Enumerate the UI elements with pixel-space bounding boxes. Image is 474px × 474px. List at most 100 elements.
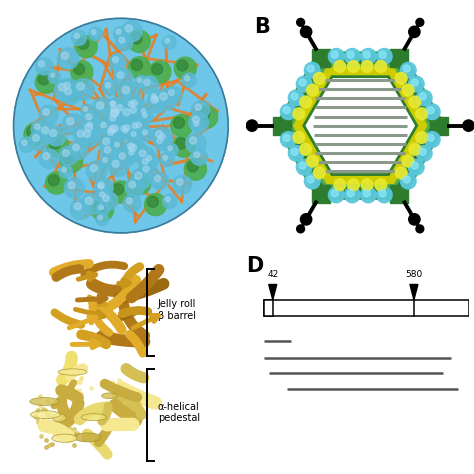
Circle shape	[38, 123, 58, 143]
Circle shape	[112, 183, 124, 195]
Text: D: D	[246, 255, 264, 275]
Circle shape	[192, 100, 210, 118]
Circle shape	[395, 73, 407, 84]
Circle shape	[155, 89, 177, 110]
Circle shape	[128, 57, 151, 79]
Text: α-helical
pedestal: α-helical pedestal	[158, 402, 200, 423]
Circle shape	[63, 150, 69, 156]
Circle shape	[199, 109, 210, 120]
Text: 42: 42	[267, 270, 278, 279]
Circle shape	[64, 88, 72, 95]
Circle shape	[142, 158, 148, 164]
Circle shape	[131, 175, 142, 186]
Circle shape	[417, 146, 432, 161]
Circle shape	[347, 190, 354, 197]
Circle shape	[347, 179, 359, 191]
Circle shape	[59, 146, 78, 165]
Circle shape	[196, 106, 218, 128]
Circle shape	[159, 134, 165, 139]
Circle shape	[131, 100, 137, 106]
Circle shape	[176, 138, 187, 149]
Circle shape	[149, 61, 171, 83]
Circle shape	[401, 173, 416, 189]
Circle shape	[131, 132, 136, 137]
Circle shape	[297, 225, 304, 233]
Circle shape	[73, 79, 94, 100]
Circle shape	[73, 127, 93, 146]
Circle shape	[427, 134, 434, 141]
Circle shape	[100, 191, 118, 210]
Circle shape	[401, 62, 416, 78]
Circle shape	[144, 153, 158, 168]
Circle shape	[424, 132, 440, 147]
Circle shape	[291, 148, 298, 155]
Circle shape	[83, 107, 88, 111]
Circle shape	[107, 99, 122, 113]
Circle shape	[38, 74, 49, 85]
Text: Jelly roll
β barrel: Jelly roll β barrel	[158, 299, 196, 321]
Circle shape	[313, 167, 325, 179]
Circle shape	[184, 158, 207, 180]
Circle shape	[85, 124, 92, 131]
Circle shape	[403, 65, 410, 72]
Circle shape	[107, 105, 129, 127]
Bar	[312, 49, 330, 67]
Ellipse shape	[30, 411, 60, 419]
Circle shape	[114, 68, 133, 88]
Circle shape	[103, 195, 109, 201]
Circle shape	[110, 101, 115, 106]
Circle shape	[63, 114, 84, 135]
Circle shape	[300, 143, 311, 155]
Circle shape	[128, 143, 134, 149]
Circle shape	[103, 138, 109, 145]
Circle shape	[112, 119, 124, 131]
Circle shape	[427, 107, 434, 114]
Circle shape	[125, 178, 145, 197]
Circle shape	[73, 64, 85, 75]
Circle shape	[112, 107, 125, 120]
Circle shape	[174, 57, 196, 79]
Circle shape	[304, 173, 320, 189]
Circle shape	[128, 30, 150, 52]
Circle shape	[168, 146, 172, 150]
Circle shape	[155, 175, 161, 182]
Circle shape	[165, 197, 170, 202]
Circle shape	[39, 105, 58, 124]
Circle shape	[107, 112, 123, 128]
Circle shape	[147, 196, 158, 207]
Circle shape	[121, 126, 126, 131]
Circle shape	[77, 82, 84, 90]
Circle shape	[89, 27, 102, 41]
Circle shape	[87, 161, 107, 181]
Circle shape	[124, 139, 143, 158]
Circle shape	[360, 48, 376, 64]
Circle shape	[409, 76, 424, 92]
Circle shape	[57, 48, 79, 69]
Circle shape	[75, 36, 97, 58]
Circle shape	[147, 92, 168, 113]
Circle shape	[99, 205, 103, 210]
Circle shape	[402, 84, 414, 96]
Circle shape	[307, 84, 319, 96]
Circle shape	[328, 187, 344, 203]
Circle shape	[347, 61, 359, 73]
Circle shape	[152, 64, 163, 75]
Circle shape	[299, 162, 306, 169]
Circle shape	[146, 155, 152, 161]
Bar	[264, 300, 273, 316]
Circle shape	[375, 61, 387, 73]
Circle shape	[71, 30, 86, 46]
Circle shape	[153, 97, 158, 101]
Circle shape	[116, 150, 134, 167]
Circle shape	[19, 137, 34, 152]
Circle shape	[121, 126, 134, 139]
Circle shape	[139, 107, 151, 119]
Circle shape	[171, 115, 193, 137]
Circle shape	[293, 132, 305, 143]
Circle shape	[379, 51, 386, 58]
Circle shape	[128, 129, 143, 143]
Circle shape	[100, 192, 105, 197]
Circle shape	[98, 184, 103, 189]
Circle shape	[345, 48, 360, 64]
Circle shape	[173, 175, 191, 194]
